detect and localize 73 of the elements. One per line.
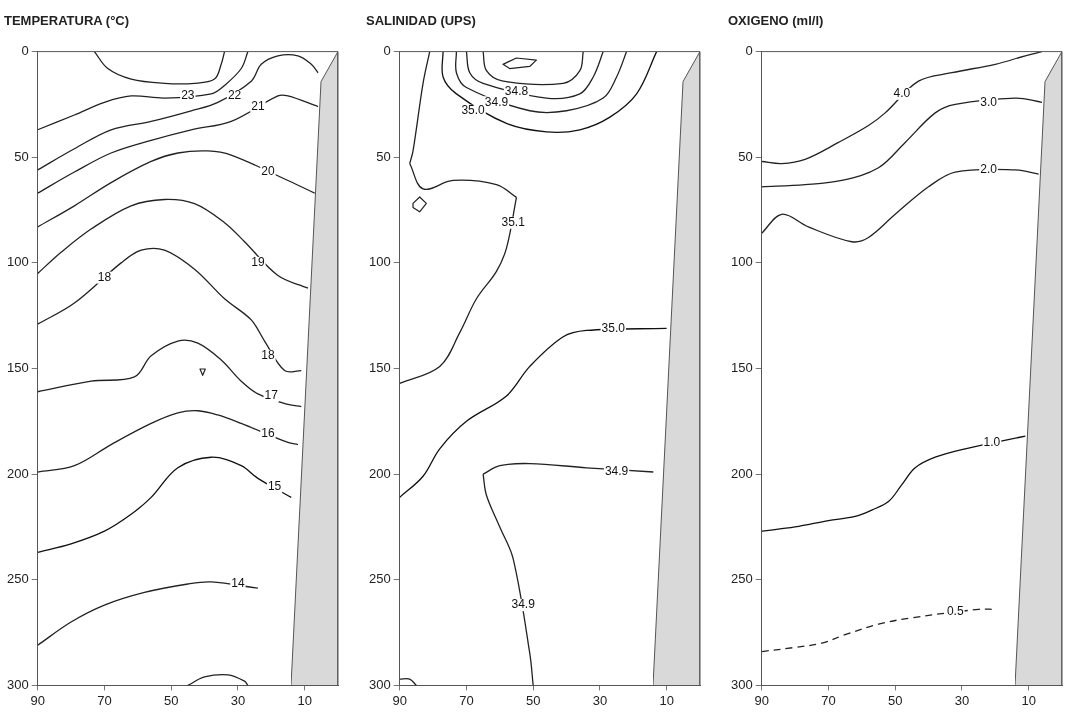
y-tick-label: 0 (383, 43, 391, 59)
y-tick-label: 200 (368, 465, 391, 481)
y-tick-label: 100 (730, 254, 753, 270)
y-tick-label: 150 (730, 360, 753, 376)
annotation: 1.0 (983, 434, 1001, 449)
y-tick-label: 200 (6, 465, 29, 481)
line-series (37, 198, 309, 289)
annotation: 4.0 (893, 86, 911, 101)
annotation: 35.0 (601, 320, 626, 335)
x-tick-label: 10 (297, 692, 312, 708)
annotation: 34.9 (511, 597, 536, 612)
chart-title: SALINIDAD (UPS) (366, 13, 476, 29)
x-tick-label: 70 (821, 692, 836, 708)
y-tick-label: 150 (368, 360, 391, 376)
x-tick-label: 50 (887, 692, 903, 708)
y-tick-label: 100 (6, 254, 29, 270)
annotation: 34.9 (484, 94, 509, 109)
y-tick-label: 250 (730, 571, 753, 587)
chart-title: OXIGENO (ml/l) (728, 13, 824, 29)
annotation: 35.0 (461, 103, 486, 118)
annotation: 21 (251, 98, 265, 113)
y-tick-label: 0 (21, 43, 29, 59)
annotation: 34.9 (604, 464, 629, 479)
x-tick-label: 90 (392, 692, 407, 708)
x-tick-label: 10 (1021, 692, 1036, 708)
y-tick-label: 50 (376, 148, 391, 164)
annotation: 17 (264, 388, 279, 403)
y-tick-label: 300 (6, 676, 29, 692)
annotation: 2.0 (980, 162, 998, 177)
annotation: 35.1 (501, 215, 526, 230)
x-tick-label: 70 (459, 692, 474, 708)
annotation: 19 (251, 255, 265, 270)
line-series (37, 51, 249, 131)
annotation: 3.0 (980, 94, 998, 109)
y-tick-label: 50 (14, 148, 29, 164)
line-series (37, 456, 292, 553)
x-tick-label: 10 (659, 692, 674, 708)
line-series (93, 51, 226, 85)
annotation: 0.5 (946, 603, 964, 618)
annotation: 18 (261, 348, 275, 363)
y-tick-label: 200 (730, 465, 753, 481)
line-series (37, 410, 299, 473)
line-series (761, 51, 1043, 165)
annotation: 20 (261, 164, 275, 179)
line-series (761, 97, 1043, 188)
y-tick-label: 300 (368, 676, 391, 692)
x-tick-label: 50 (163, 692, 179, 708)
line-series (441, 51, 658, 133)
line-series (37, 150, 316, 228)
annotation: 16 (261, 426, 275, 441)
annotation: 18 (97, 269, 112, 284)
x-tick-label: 90 (754, 692, 769, 708)
x-tick-label: 30 (230, 692, 246, 708)
annotation: 15 (267, 479, 282, 494)
y-tick-label: 250 (6, 571, 29, 587)
annotation: 22 (227, 88, 242, 103)
y-tick-label: 100 (368, 254, 391, 270)
y-tick-label: 50 (738, 148, 753, 164)
annotation: 23 (181, 88, 195, 103)
annotation: 14 (231, 576, 245, 591)
line-series (187, 673, 249, 686)
y-tick-label: 0 (745, 43, 753, 59)
line-series (761, 435, 1026, 532)
line-series (37, 339, 302, 408)
chart-title: TEMPERATURA (°C) (4, 13, 130, 29)
y-tick-label: 300 (730, 676, 753, 692)
x-tick-label: 70 (97, 692, 112, 708)
x-tick-label: 50 (525, 692, 541, 708)
y-tick-label: 150 (6, 360, 29, 376)
x-tick-label: 90 (30, 692, 45, 708)
x-tick-label: 30 (592, 692, 608, 708)
x-tick-label: 30 (954, 692, 970, 708)
y-tick-label: 250 (368, 571, 391, 587)
